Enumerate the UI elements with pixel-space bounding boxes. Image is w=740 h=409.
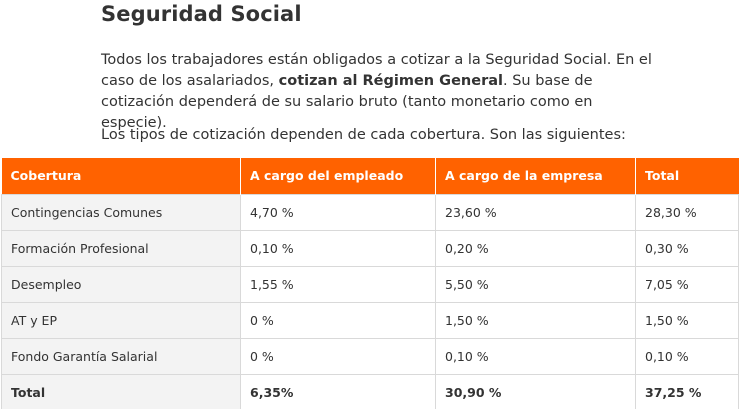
cell-empresa: 5,50 % bbox=[435, 265, 636, 303]
cell-empleado: 0 % bbox=[240, 301, 436, 339]
header-cobertura: Cobertura bbox=[1, 158, 241, 194]
cell-empresa: 23,60 % bbox=[435, 193, 636, 231]
cell-cobertura: Contingencias Comunes bbox=[1, 193, 241, 231]
header-empleado: A cargo del empleado bbox=[240, 158, 436, 194]
total-label: Total bbox=[1, 373, 241, 409]
total-empleado: 6,35% bbox=[240, 373, 436, 409]
cell-total: 7,05 % bbox=[635, 265, 739, 303]
table-row: Formación Profesional 0,10 % 0,20 % 0,30… bbox=[1, 229, 739, 267]
total-empresa: 30,90 % bbox=[435, 373, 636, 409]
lead-paragraph: Los tipos de cotización dependen de cada… bbox=[101, 127, 626, 143]
intro-text-end: . Su base de cotización dependerá de su … bbox=[101, 73, 593, 131]
cell-empresa: 0,20 % bbox=[435, 229, 636, 267]
intro-paragraph: Todos los trabajadores están obligados a… bbox=[101, 50, 661, 134]
cell-cobertura: Formación Profesional bbox=[1, 229, 241, 267]
contribution-table: Cobertura A cargo del empleado A cargo d… bbox=[1, 158, 739, 409]
table-row: AT y EP 0 % 1,50 % 1,50 % bbox=[1, 301, 739, 339]
cell-empleado: 4,70 % bbox=[240, 193, 436, 231]
table-header-row: Cobertura A cargo del empleado A cargo d… bbox=[1, 158, 739, 194]
intro-text-start: Todos los trabajadores están obligados a… bbox=[101, 52, 652, 89]
table-row: Contingencias Comunes 4,70 % 23,60 % 28,… bbox=[1, 193, 739, 231]
cell-total: 0,10 % bbox=[635, 337, 739, 375]
cell-empresa: 0,10 % bbox=[435, 337, 636, 375]
table-row: Fondo Garantía Salarial 0 % 0,10 % 0,10 … bbox=[1, 337, 739, 375]
cell-cobertura: AT y EP bbox=[1, 301, 241, 339]
cell-cobertura: Desempleo bbox=[1, 265, 241, 303]
cell-total: 0,30 % bbox=[635, 229, 739, 267]
intro-bold-text: cotizan al Régimen General bbox=[278, 73, 503, 89]
cell-total: 1,50 % bbox=[635, 301, 739, 339]
cell-empleado: 1,55 % bbox=[240, 265, 436, 303]
table-row: Desempleo 1,55 % 5,50 % 7,05 % bbox=[1, 265, 739, 303]
cell-total: 28,30 % bbox=[635, 193, 739, 231]
total-total: 37,25 % bbox=[635, 373, 739, 409]
header-total: Total bbox=[635, 158, 739, 194]
table-total-row: Total 6,35% 30,90 % 37,25 % bbox=[1, 373, 739, 409]
cell-cobertura: Fondo Garantía Salarial bbox=[1, 337, 241, 375]
cell-empresa: 1,50 % bbox=[435, 301, 636, 339]
section-title: Seguridad Social bbox=[101, 2, 302, 26]
cell-empleado: 0,10 % bbox=[240, 229, 436, 267]
cell-empleado: 0 % bbox=[240, 337, 436, 375]
header-empresa: A cargo de la empresa bbox=[435, 158, 636, 194]
